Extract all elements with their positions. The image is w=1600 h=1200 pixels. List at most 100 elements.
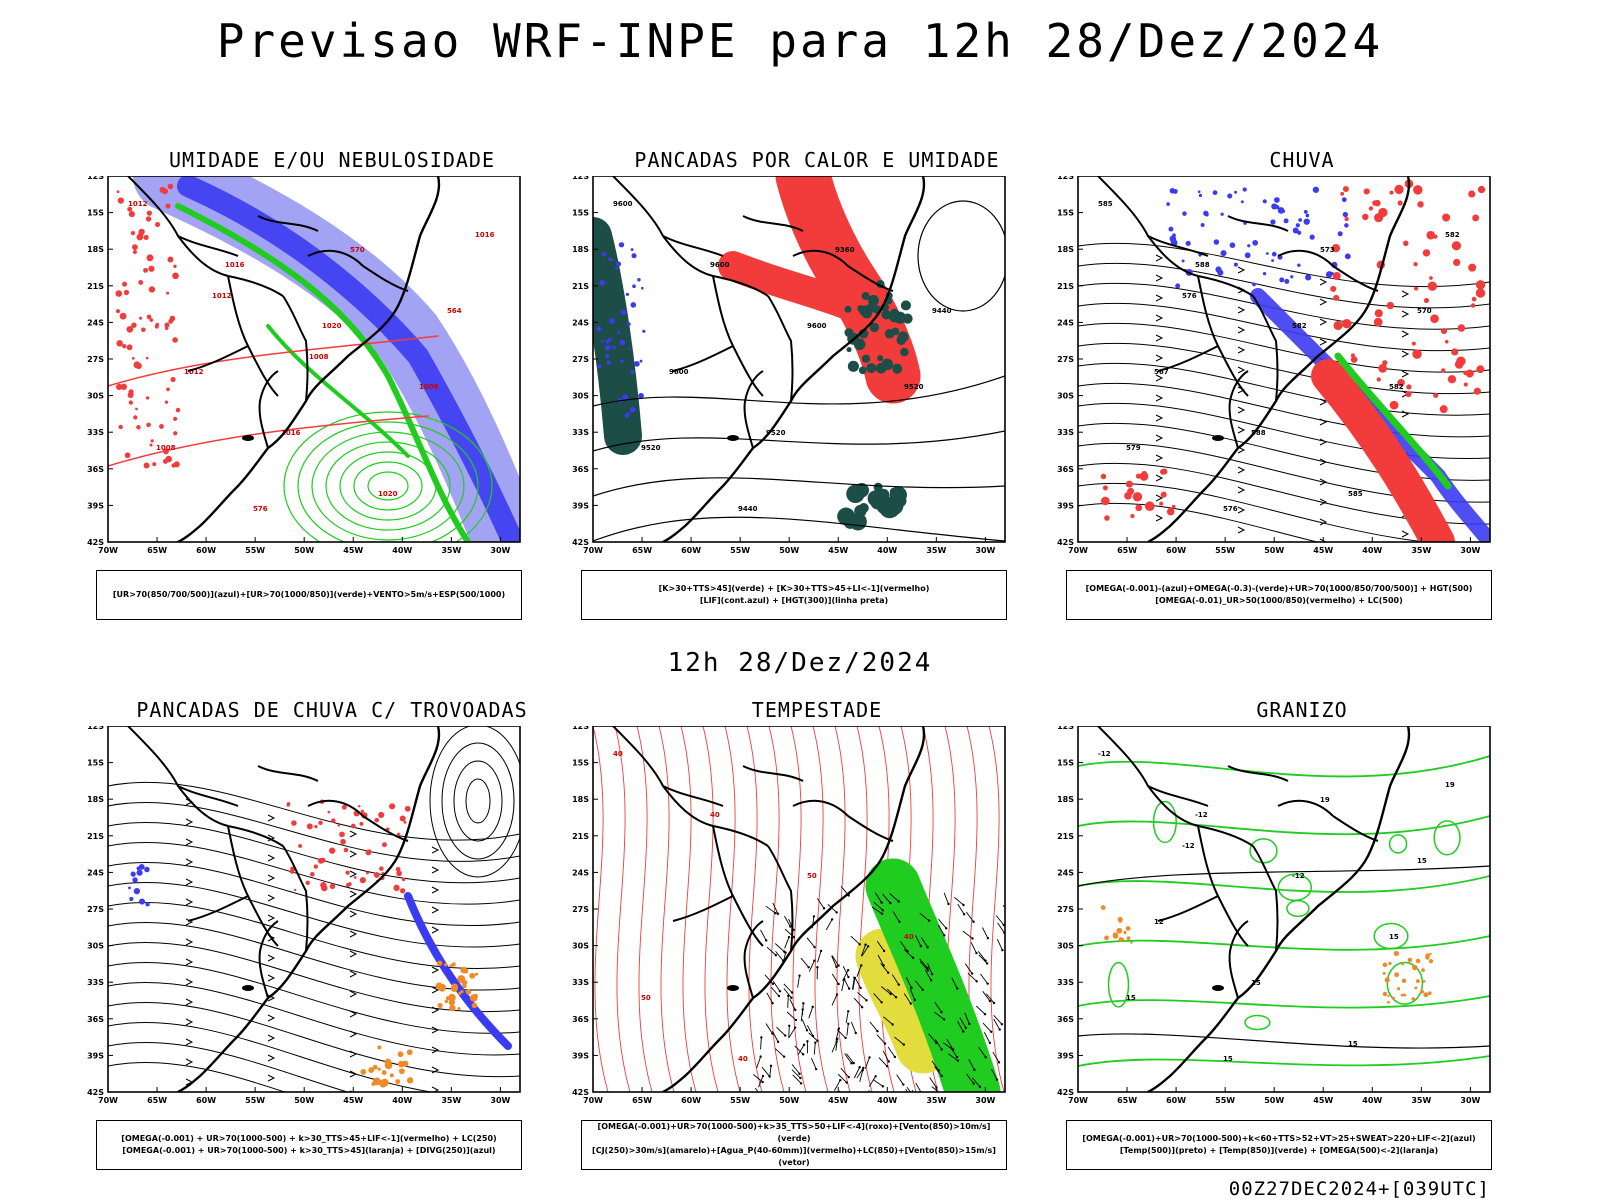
streamline-arrow — [349, 870, 358, 878]
field-blob — [1368, 206, 1374, 211]
field-blob — [1471, 296, 1477, 302]
field-blob — [888, 310, 901, 323]
lat-label: 21S — [87, 282, 104, 291]
field-blob — [1104, 935, 1109, 941]
field-blob — [148, 265, 155, 272]
wind-vector-head — [790, 996, 793, 999]
field-blob — [1344, 216, 1349, 222]
wind-vector — [931, 1060, 940, 1071]
lat-label: 30S — [1057, 942, 1074, 951]
field-blob — [397, 1060, 405, 1068]
field-band — [1311, 359, 1455, 542]
lat-label: 21S — [572, 832, 589, 841]
wind-vector — [758, 1075, 764, 1088]
field-blob — [619, 339, 626, 346]
field-blob — [1389, 400, 1399, 410]
wind-vector-head — [919, 944, 923, 948]
field-blob — [1344, 223, 1349, 228]
field-blob — [858, 366, 867, 375]
wind-vector — [920, 936, 929, 948]
country-border — [792, 799, 849, 817]
lon-label: 70W — [583, 1096, 603, 1105]
field-blob — [149, 443, 153, 447]
lon-label: 40W — [392, 1096, 412, 1105]
wind-vector — [934, 1011, 945, 1020]
wind-vector — [878, 1057, 888, 1067]
temp850-contour — [1386, 961, 1424, 1005]
temp850-contour — [1078, 875, 1490, 893]
temp850-contour — [1078, 995, 1490, 1009]
field-layer: 1012 1016 1020 1008 1008 576 570 564 1012 1016 102… — [108, 176, 520, 542]
field-blob — [844, 305, 852, 313]
field-blob — [167, 183, 174, 190]
streamline-arrow — [185, 1018, 194, 1026]
field-blob — [601, 340, 604, 343]
field-blob — [1305, 274, 1312, 281]
contour-label: 40 — [613, 750, 623, 758]
contour-ring — [339, 451, 437, 521]
country-border — [187, 895, 249, 922]
contour-label: 582 — [1389, 383, 1404, 391]
field-blob — [1200, 223, 1205, 227]
contour-label: 1008 — [309, 353, 329, 361]
lon-label: 70W — [583, 546, 603, 555]
field-blob — [145, 396, 150, 400]
field-blob — [451, 962, 456, 967]
field-blob — [115, 290, 123, 297]
coastline — [662, 726, 926, 1092]
wind-vector-head — [837, 982, 840, 986]
wind-vector-head — [774, 954, 778, 957]
streamline-arrow — [349, 930, 358, 938]
lon-label: 50W — [1264, 546, 1284, 555]
lat-label: 30S — [1057, 392, 1074, 401]
wind-vector-head — [847, 975, 850, 979]
field-blob — [1453, 258, 1461, 267]
wind-vector — [833, 1079, 841, 1091]
wind-vector — [876, 1034, 886, 1044]
wind-vector-head — [837, 964, 840, 967]
legend-line-1: [UR>70(850/700/500)](azul)+[UR>70(1000/8… — [112, 590, 506, 599]
field-blob — [1397, 200, 1403, 206]
field-blob — [148, 286, 156, 293]
lat-label: 27S — [1057, 905, 1074, 914]
field-blob — [1305, 213, 1310, 218]
wind-vector — [770, 986, 780, 997]
wind-vector — [903, 993, 912, 1004]
field-blob — [1135, 504, 1143, 512]
field-blob — [1271, 251, 1277, 257]
wind-vector-head — [880, 1001, 883, 1004]
lon-label: 30W — [1460, 1096, 1480, 1105]
field-blob — [1425, 953, 1431, 958]
field-blob — [1104, 515, 1110, 521]
streamline — [108, 961, 520, 1034]
wind-vector-head — [962, 903, 965, 907]
field-blob — [1475, 288, 1486, 298]
field-blob — [1270, 219, 1276, 225]
wind-vector — [831, 1041, 838, 1053]
wind-vector — [772, 981, 781, 992]
panel-title: UMIDADE E/OU NEBULOSIDADE — [168, 148, 496, 172]
wind-vector-head — [759, 1055, 762, 1058]
field-blob — [617, 331, 621, 335]
streamline-arrow — [349, 910, 358, 918]
streamline — [108, 801, 520, 862]
field-blob — [368, 1067, 375, 1073]
coastline — [177, 726, 441, 1092]
contour-label: 576 — [1223, 505, 1238, 513]
field-blob — [1181, 259, 1185, 263]
lat-label: 12S — [87, 176, 104, 181]
panel-legend: [OMEGA(-0.001)+UR>70(1000-500)+k<60+TTS>… — [1066, 1120, 1492, 1170]
contour-label: 9600 — [669, 368, 689, 376]
wind-vector — [880, 986, 891, 995]
country-border — [1228, 920, 1249, 999]
contour-label: 15 — [1389, 933, 1399, 941]
field-blob — [1185, 240, 1191, 246]
wind-vector-head — [986, 936, 990, 940]
hgt-contour — [593, 477, 1005, 497]
field-blob — [293, 888, 297, 892]
streamline-arrow — [431, 1026, 440, 1034]
field-blob — [449, 1004, 456, 1012]
field-blob — [135, 362, 142, 369]
contour-label: 1012 — [128, 200, 148, 208]
wind-vector-head — [784, 951, 787, 954]
